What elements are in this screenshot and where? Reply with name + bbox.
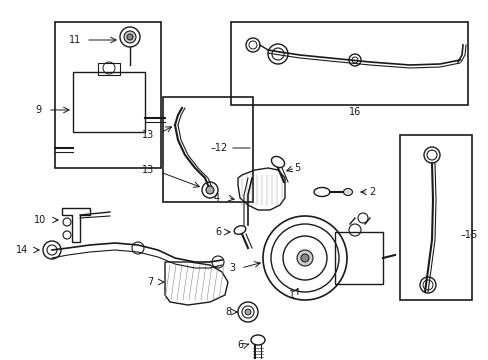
Circle shape	[301, 254, 308, 262]
Bar	[55, 22, 161, 168]
Text: 14: 14	[16, 245, 28, 255]
Bar	[230, 22, 467, 105]
Text: 2: 2	[368, 187, 374, 197]
Circle shape	[127, 34, 133, 40]
Bar	[98, 63, 120, 75]
Text: 16: 16	[348, 107, 360, 117]
Text: 4: 4	[214, 193, 220, 203]
Text: 8: 8	[224, 307, 231, 317]
Text: 6: 6	[215, 227, 221, 237]
Text: 9: 9	[35, 105, 41, 115]
Text: 13: 13	[142, 130, 154, 140]
Text: 10: 10	[34, 215, 46, 225]
Circle shape	[244, 309, 250, 315]
Circle shape	[205, 186, 214, 194]
Circle shape	[296, 250, 312, 266]
Text: 1: 1	[288, 290, 294, 300]
Bar	[334, 232, 382, 284]
Ellipse shape	[343, 189, 352, 195]
Bar	[163, 97, 252, 202]
Circle shape	[124, 31, 136, 43]
Bar	[73, 72, 145, 132]
Text: 3: 3	[228, 263, 235, 273]
Text: 7: 7	[146, 277, 153, 287]
Text: 11: 11	[69, 35, 81, 45]
Text: –12: –12	[210, 143, 227, 153]
Text: 13: 13	[142, 165, 154, 175]
Text: –15: –15	[460, 230, 477, 240]
Text: 6: 6	[237, 340, 243, 350]
Bar	[399, 135, 471, 300]
Text: 5: 5	[293, 163, 299, 173]
